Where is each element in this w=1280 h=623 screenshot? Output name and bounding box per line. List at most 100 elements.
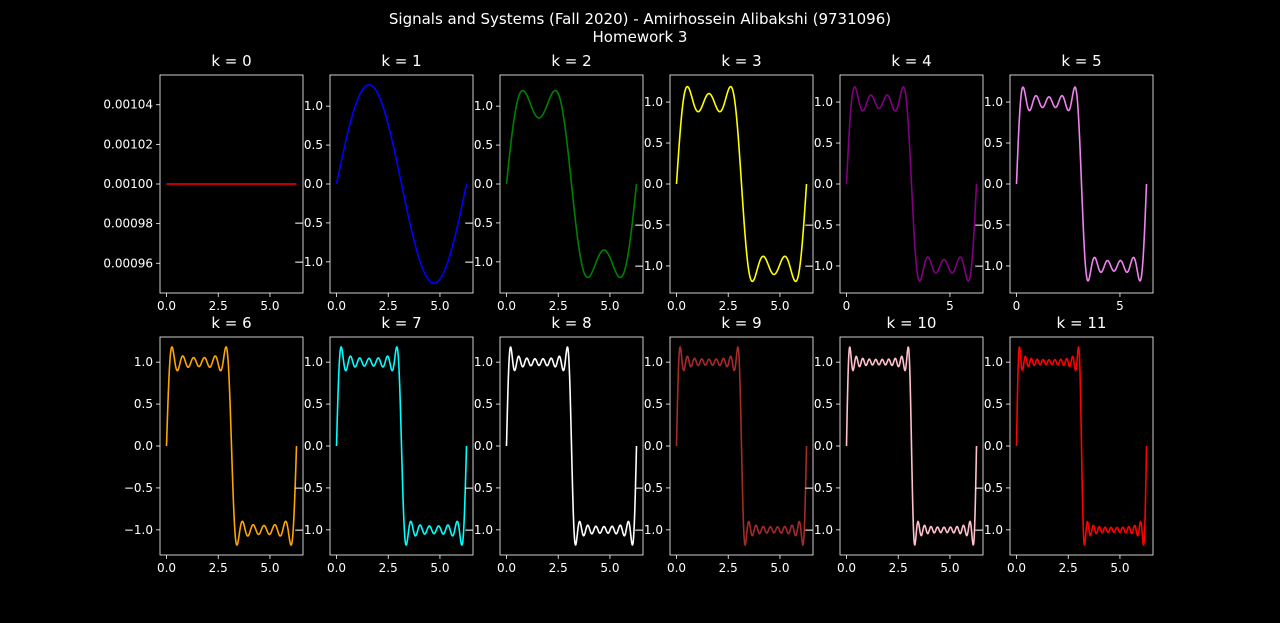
y-tick-label: 0.0 [474,439,493,453]
y-tick-label: −1.0 [464,255,493,269]
y-tick-label: 1.0 [474,355,493,369]
subplot-k11: k = 11 0.0 2.5 5.0 −1.0 −0.5 0.0 0.5 1.0 [974,314,1154,575]
subplot-k1: k = 1 0.0 2.5 5.0 −1.0 −0.5 0.0 0.5 1.0 [294,52,474,313]
y-tick-label: −0.5 [294,216,323,230]
y-tick-label: −1.0 [634,523,663,537]
y-tick-label: 0.5 [644,397,663,411]
y-tick-label: 0.00098 [103,217,153,231]
y-tick-label: −0.5 [804,481,833,495]
x-tick-label: 5.0 [430,561,449,575]
x-tick-label: 2.5 [379,299,398,313]
y-tick-label: 0.5 [984,136,1003,150]
subplot-title: k = 5 [1061,52,1101,70]
y-tick-label: 0.0 [644,177,663,191]
y-tick-label: 0.00104 [103,98,153,112]
x-tick-label: 2.5 [719,299,738,313]
x-tick-label: 5.0 [600,299,619,313]
x-tick-label: 2.5 [379,561,398,575]
subplot-title: k = 1 [381,52,421,70]
x-tick-label: 2.5 [209,299,228,313]
y-tick-label: 1.0 [984,95,1003,109]
y-tick-label: 0.0 [304,439,323,453]
subplot-k3: k = 3 0.0 2.5 5.0 −1.0 −0.5 0.0 0.5 1.0 [634,52,814,313]
y-tick-label: 0.5 [304,397,323,411]
x-tick-label: 2.5 [549,299,568,313]
y-tick-label: 1.0 [814,355,833,369]
x-tick-label: 2.5 [719,561,738,575]
subplot-k6: k = 6 0.0 2.5 5.0 −1.0 −0.5 0.0 0.5 1.0 [124,314,304,575]
x-tick-label: 5.0 [600,561,619,575]
y-tick-label: 0.0 [304,177,323,191]
y-tick-label: 0.5 [474,138,493,152]
y-tick-label: 1.0 [304,99,323,113]
y-tick-label: −1.0 [804,523,833,537]
y-tick-label: 0.0 [474,177,493,191]
figure-title: Signals and Systems (Fall 2020) - Amirho… [389,10,891,28]
y-tick-label: −1.0 [294,523,323,537]
y-tick-label: −0.5 [804,218,833,232]
series-line [845,346,978,546]
y-tick-label: 0.5 [134,397,153,411]
x-tick-label: 0.0 [157,561,176,575]
y-tick-label: 0.00102 [103,137,153,151]
x-tick-label: 5.0 [260,561,279,575]
subplot-title: k = 9 [721,314,761,332]
y-tick-label: −1.0 [124,523,153,537]
y-tick-label: 0.0 [814,439,833,453]
series-line [845,86,978,282]
y-tick-label: −0.5 [464,481,493,495]
y-tick-label: −1.0 [294,255,323,269]
y-tick-label: −1.0 [974,523,1003,537]
subplot-title: k = 11 [1057,314,1107,332]
x-tick-label: 2.5 [889,561,908,575]
x-tick-label: 5 [946,299,954,313]
y-tick-label: −0.5 [634,481,663,495]
y-tick-label: 0.5 [644,136,663,150]
subplot-k9: k = 9 0.0 2.5 5.0 −1.0 −0.5 0.0 0.5 1.0 [634,314,814,575]
y-tick-label: −0.5 [294,481,323,495]
y-tick-label: 1.0 [814,95,833,109]
series-line [1015,86,1148,282]
subplot-k2: k = 2 0.0 2.5 5.0 −1.0 −0.5 0.0 0.5 1.0 [464,52,644,313]
x-tick-label: 0.0 [497,561,516,575]
y-tick-label: −1.0 [464,523,493,537]
x-tick-label: 2.5 [1059,561,1078,575]
x-tick-label: 5.0 [430,299,449,313]
y-tick-label: 1.0 [644,95,663,109]
x-tick-label: 5.0 [770,299,789,313]
y-tick-label: 0.5 [984,397,1003,411]
y-tick-label: 0.5 [814,136,833,150]
y-tick-label: 0.5 [304,138,323,152]
subplot-k0: k = 0 0.0 2.5 5.0 0.00096 0.00098 0.00100 0.001… [103,52,304,313]
series-line [675,85,808,283]
x-tick-label: 5.0 [770,561,789,575]
y-tick-label: −0.5 [124,481,153,495]
y-tick-label: 0.0 [814,177,833,191]
subplot-k5: k = 5 0 5 −1.0 −0.5 0.0 0.5 1.0 [974,52,1154,313]
y-tick-label: 0.0 [134,439,153,453]
x-tick-label: 0.0 [327,299,346,313]
series-line [505,346,638,546]
y-tick-label: 0.0 [984,439,1003,453]
y-tick-label: 0.5 [474,397,493,411]
x-tick-label: 0.0 [1007,561,1026,575]
x-tick-label: 2.5 [549,561,568,575]
y-tick-label: 0.0 [644,439,663,453]
y-tick-label: 1.0 [644,355,663,369]
y-tick-label: 1.0 [304,355,323,369]
x-tick-label: 5.0 [1110,561,1129,575]
subplot-title: k = 7 [381,314,421,332]
y-tick-label: −1.0 [634,259,663,273]
x-tick-label: 0.0 [497,299,516,313]
subplot-k4: k = 4 0 5 −1.0 −0.5 0.0 0.5 1.0 [804,52,984,313]
subplot-k10: k = 10 0.0 2.5 5.0 −1.0 −0.5 0.0 0.5 1.0 [804,314,984,575]
subplot-title: k = 8 [551,314,591,332]
y-tick-label: −1.0 [804,259,833,273]
x-tick-label: 0 [843,299,851,313]
y-tick-label: −0.5 [974,481,1003,495]
series-line [335,84,468,284]
series-line [1015,345,1148,547]
y-tick-label: −0.5 [974,218,1003,232]
